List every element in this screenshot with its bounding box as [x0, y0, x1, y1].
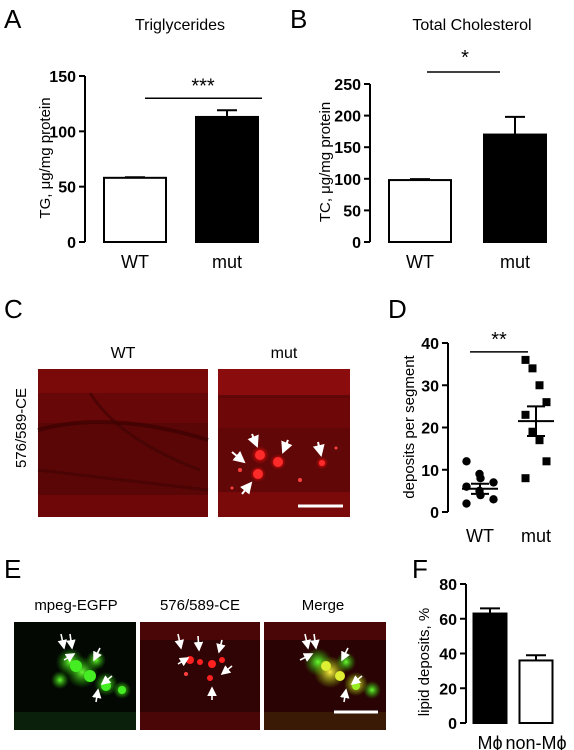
chart-d-point-wt-0 [462, 457, 471, 466]
panel-letter-e: E [4, 554, 21, 584]
chart-a-xtick-label-1: mut [212, 252, 242, 272]
chart-d-point-mut-5 [528, 427, 537, 436]
chart-b-bar-1 [483, 133, 547, 243]
chart-d-point-wt-2 [476, 474, 485, 483]
chart-a-significance-label: *** [191, 75, 215, 97]
chart-d-xtick-label-0: WT [466, 526, 494, 546]
chart-b-ytick-label-4: 200 [334, 109, 361, 126]
panel-c-col-label-wt: WT [111, 345, 136, 362]
micrograph-e-egfp [14, 622, 136, 730]
chart-d-ytick-label-0: 0 [430, 505, 439, 522]
chart-b-ytick-label-2: 100 [334, 172, 361, 189]
chart-a-ylabel: TG, μg/mg protein [37, 97, 54, 218]
chart-f-ytick-label-1: 20 [439, 681, 457, 698]
chart-b-ytick-label-0: 0 [352, 235, 361, 252]
micrograph-e-merge [264, 622, 386, 730]
chart-a-ytick-label-3: 150 [49, 69, 76, 86]
chart-a-ytick-label-0: 0 [67, 235, 76, 252]
chart-f-xtick-label-0: Mϕ [477, 733, 502, 750]
chart-a-bar-1 [195, 115, 259, 243]
chart-d-point-mut-3 [542, 398, 551, 407]
chart-d-significance-label: ** [491, 329, 507, 351]
chart-b-ytick-label-3: 150 [334, 140, 361, 157]
chart-d-xtick-label-1: mut [521, 526, 551, 546]
chart-b-bar-0 [388, 179, 452, 243]
chart-d-ytick-label-3: 30 [421, 378, 439, 395]
panel-c-col-label-mut: mut [271, 345, 298, 362]
chart-a-title: Triglycerides [135, 17, 225, 34]
chart-b-ytick-label-1: 50 [343, 203, 361, 220]
chart-d: deposits per segment 0 10 20 30 40 WT mut ** [401, 329, 554, 546]
chart-d-point-mut-0 [521, 355, 530, 364]
chart-d-ylabel: deposits per segment [401, 354, 418, 498]
chart-b-xtick-label-1: mut [500, 252, 530, 272]
panel-e-images: mpeg-EGFP 576/589-CE Merge [14, 597, 386, 730]
panel-letter-f: F [412, 554, 428, 584]
chart-d-point-mut-2 [535, 381, 544, 390]
chart-f-bar-1 [518, 659, 554, 725]
panel-c-row-label: 576/589-CE [13, 388, 30, 468]
micrograph-c-wt [37, 369, 209, 517]
chart-d-ytick-label-1: 10 [421, 463, 439, 480]
chart-d-point-mut-6 [535, 436, 544, 445]
chart-d-point-mut-4 [521, 410, 530, 419]
chart-b: Total Cholesterol TC, μg/mg protein 0 50 1… [317, 17, 547, 272]
chart-d-ytick-label-4: 40 [421, 336, 439, 353]
chart-d-point-mut-7 [542, 457, 551, 466]
chart-d-point-mut-8 [521, 474, 530, 483]
chart-d-point-wt-7 [489, 495, 498, 504]
chart-d-point-wt-8 [462, 499, 471, 508]
panel-letter-d: D [388, 294, 407, 324]
chart-a: Triglycerides TG, μg/mg protein 0 50 100 15… [37, 17, 262, 272]
chart-b-ylabel: TC, μg/mg protein [317, 102, 334, 222]
chart-f: lipid deposits, % 0 20 40 60 80 Mϕ non-Mϕ [416, 577, 567, 750]
panel-letter-c: C [4, 294, 23, 324]
panel-e-col-label-ce: 576/589-CE [160, 597, 240, 614]
panel-letter-a: A [4, 4, 22, 34]
chart-b-significance-label: * [461, 47, 469, 69]
panel-letter-b: B [290, 4, 307, 34]
chart-b-xtick-label-0: WT [406, 252, 434, 272]
chart-f-ytick-label-0: 0 [448, 716, 457, 733]
chart-b-title: Total Cholesterol [412, 17, 531, 34]
chart-d-point-wt-3 [489, 478, 498, 487]
chart-a-xtick-label-0: WT [121, 252, 149, 272]
chart-f-ylabel: lipid deposits, % [416, 608, 433, 716]
panel-e-col-label-merge: Merge [302, 597, 345, 614]
chart-d-ytick-label-2: 20 [421, 421, 439, 438]
chart-b-axes: 0 50 100 150 200 250 WT mut * [334, 47, 547, 272]
chart-f-ytick-label-4: 80 [439, 577, 457, 594]
chart-f-ytick-label-3: 60 [439, 612, 457, 629]
chart-a-axes: 0 50 100 150 WT mut *** [49, 69, 262, 272]
chart-f-xtick-label-1: non-Mϕ [505, 733, 566, 750]
chart-d-point-mut-1 [528, 364, 537, 373]
chart-a-bar-0 [103, 176, 167, 244]
chart-f-bar-0 [472, 612, 508, 724]
micrograph-e-ce [140, 622, 260, 730]
panel-c-images: 576/589-CE WT mut [13, 345, 350, 517]
chart-a-ytick-label-1: 50 [58, 180, 76, 197]
chart-f-axes: 0 20 40 60 80 Mϕ non-Mϕ [439, 577, 566, 750]
micrograph-c-mut [218, 369, 350, 517]
panel-e-col-label-egfp: mpeg-EGFP [34, 597, 117, 614]
chart-f-ytick-label-2: 40 [439, 647, 457, 664]
chart-d-axes: 0 10 20 30 40 WT mut ** [421, 329, 554, 546]
chart-a-ytick-label-2: 100 [49, 124, 76, 141]
chart-b-ytick-label-5: 250 [334, 77, 361, 94]
